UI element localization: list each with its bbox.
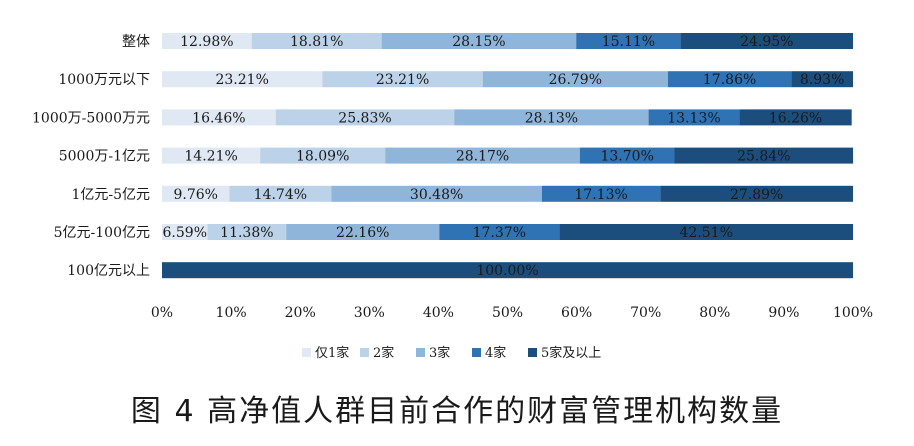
legend-label: 3家 [429, 345, 450, 361]
x-tick-label: 60% [561, 305, 592, 321]
bar-segment [791, 71, 853, 88]
bar-segment [322, 71, 483, 88]
bar-segment [207, 224, 287, 240]
data-label: 16.46% [192, 110, 245, 126]
data-label: 28.17% [456, 149, 509, 165]
data-label: 42.51% [680, 225, 733, 241]
bar-segment [680, 33, 853, 49]
bar-segment [162, 71, 323, 88]
data-label: 12.98% [180, 34, 233, 50]
bar-segment [667, 71, 792, 88]
legend-swatch [528, 348, 537, 357]
legend-swatch [360, 348, 369, 357]
bar-segment [381, 33, 577, 49]
x-tick-label: 50% [492, 305, 523, 321]
data-label: 25.83% [338, 110, 391, 126]
bar-segment [674, 147, 854, 164]
data-label: 13.13% [667, 110, 720, 126]
x-tick-label: 100% [833, 305, 873, 321]
bar-segment [162, 185, 230, 202]
legend-swatch [416, 348, 425, 357]
data-label: 15.11% [602, 34, 655, 50]
category-label: 1亿元-5亿元 [71, 187, 150, 203]
bar-segment [275, 109, 455, 126]
data-label: 18.81% [290, 34, 343, 50]
legend-label: 4家 [485, 345, 506, 361]
bar-segment [162, 33, 252, 49]
data-label: 16.26% [769, 110, 822, 126]
figure-caption: 图 4 高净值人群目前合作的财富管理机构数量 [130, 394, 784, 429]
bar-segment [162, 109, 276, 126]
data-label: 100.00% [476, 263, 538, 279]
x-tick-label: 10% [216, 305, 247, 321]
category-label: 1000万元以下 [58, 72, 150, 88]
data-label: 17.37% [473, 225, 526, 241]
legend-label: 仅1家 [315, 345, 349, 361]
bar-segment [454, 109, 649, 126]
bar-segment [576, 33, 681, 49]
data-label: 13.70% [600, 149, 653, 165]
bar-segment [162, 147, 261, 164]
bar-segment [260, 147, 386, 164]
bar-segment [739, 109, 852, 126]
data-label: 6.59% [163, 225, 207, 241]
data-label: 14.21% [184, 149, 237, 165]
x-tick-label: 70% [630, 305, 661, 321]
bar-segment [660, 185, 853, 202]
category-label: 1000万-5000万元 [32, 110, 150, 126]
bar-segment [251, 33, 382, 49]
data-label: 9.76% [173, 187, 217, 203]
bar-segment [648, 109, 740, 126]
bar-segment [482, 71, 668, 88]
data-label: 8.93% [800, 72, 844, 88]
bar-segment [439, 224, 560, 240]
x-tick-label: 90% [768, 305, 799, 321]
data-label: 17.13% [574, 187, 627, 203]
data-label: 24.95% [740, 34, 793, 50]
data-label: 23.21% [215, 72, 268, 88]
category-label: 整体 [122, 34, 150, 50]
legend-label: 5家及以上 [541, 345, 601, 361]
data-label: 28.15% [452, 34, 505, 50]
bar-segment [559, 224, 854, 240]
bar-segment [229, 185, 332, 202]
bar-segment [385, 147, 580, 164]
x-tick-label: 20% [285, 305, 316, 321]
data-label: 23.21% [376, 72, 429, 88]
bar-segment [286, 224, 440, 240]
data-label: 11.38% [220, 225, 273, 241]
bar-segment [541, 185, 661, 202]
category-label: 5000万-1亿元 [59, 149, 150, 165]
data-label: 27.89% [730, 187, 783, 203]
data-label: 25.84% [737, 149, 790, 165]
legend-label: 2家 [373, 345, 394, 361]
x-tick-label: 40% [423, 305, 454, 321]
x-tick-label: 0% [151, 305, 173, 321]
bar-segment [579, 147, 675, 164]
data-label: 30.48% [410, 187, 463, 203]
data-label: 26.79% [549, 72, 602, 88]
x-tick-label: 30% [354, 305, 385, 321]
legend-swatch [472, 348, 481, 357]
data-label: 17.86% [703, 72, 756, 88]
legend-swatch [302, 348, 311, 357]
data-label: 18.09% [296, 149, 349, 165]
bar-segment [162, 224, 208, 240]
data-label: 28.13% [525, 110, 578, 126]
category-label: 100亿元以上 [67, 263, 150, 279]
data-label: 14.74% [254, 187, 307, 203]
bar-segment [162, 262, 853, 279]
bar-segment [331, 185, 542, 202]
category-label: 5亿元-100亿元 [54, 225, 150, 241]
data-label: 22.16% [336, 225, 389, 241]
x-tick-label: 80% [699, 305, 730, 321]
